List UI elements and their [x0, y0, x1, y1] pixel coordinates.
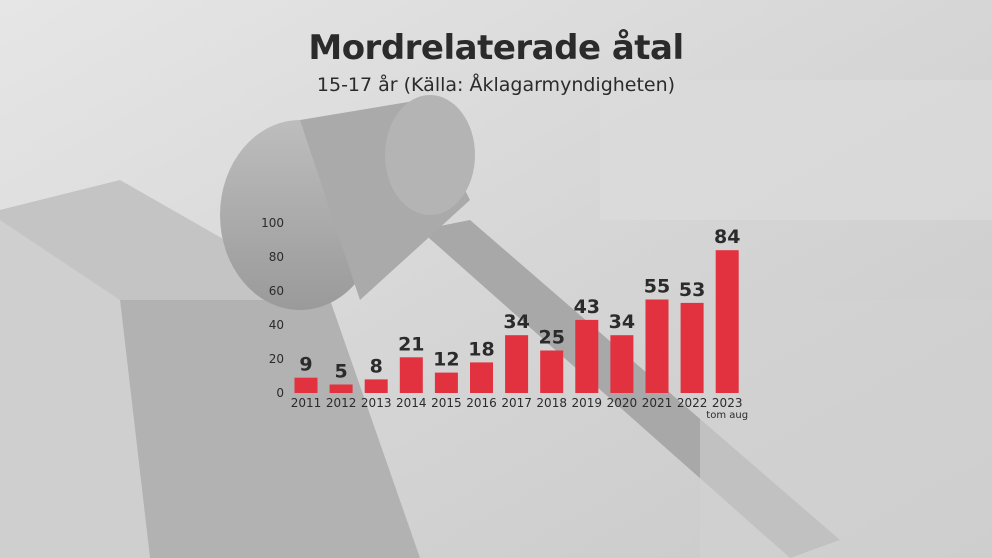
data-label: 34	[503, 311, 529, 333]
bar	[364, 379, 388, 393]
y-tick-label: 0	[276, 386, 284, 400]
data-label: 84	[714, 226, 740, 248]
bar	[505, 335, 529, 393]
bar	[329, 384, 353, 393]
data-label: 8	[370, 355, 383, 377]
bar	[645, 299, 669, 393]
y-tick-label: 60	[269, 284, 284, 298]
bar	[470, 362, 493, 393]
x-tick-label: 2011	[291, 396, 322, 410]
data-label: 12	[433, 349, 459, 371]
data-label: 34	[609, 311, 635, 333]
bar	[540, 350, 564, 393]
bar	[715, 250, 739, 393]
bar	[575, 319, 599, 393]
bar	[610, 335, 634, 393]
x-tick-label: 2014	[396, 396, 427, 410]
y-tick-label: 100	[261, 216, 284, 230]
x-tick-label: 2015	[431, 396, 462, 410]
data-label: 9	[299, 354, 312, 376]
bar	[399, 357, 423, 393]
bar	[434, 372, 458, 393]
x-tick-label: 2021	[642, 396, 673, 410]
data-label: 5	[334, 361, 347, 383]
bar	[680, 302, 704, 393]
x-tick-label: 2012	[326, 396, 357, 410]
chart-title: Mordrelaterade åtal	[308, 28, 684, 68]
y-tick-label: 40	[269, 318, 284, 332]
x-tick-label: 2013	[361, 396, 392, 410]
x-tick-label: 2018	[536, 396, 567, 410]
y-tick-label: 80	[269, 250, 284, 264]
data-label: 25	[538, 327, 564, 349]
x-tick-label: 2016	[466, 396, 497, 410]
x-tick-label: 2019	[572, 396, 603, 410]
x-tick-label: 2022	[677, 396, 708, 410]
data-label: 43	[574, 296, 600, 318]
bar	[294, 377, 318, 393]
x-tick-label: 2023	[712, 396, 743, 410]
data-label: 55	[644, 276, 670, 298]
x-tick-label: 2017	[501, 396, 532, 410]
data-label: 21	[398, 333, 424, 355]
chart-subtitle: 15-17 år (Källa: Åklagarmyndigheten)	[316, 74, 676, 96]
data-label: 18	[468, 338, 494, 360]
data-label: 53	[679, 279, 705, 301]
x-tick-note: tom aug	[706, 410, 748, 421]
y-tick-label: 20	[269, 352, 284, 366]
x-tick-label: 2020	[607, 396, 638, 410]
